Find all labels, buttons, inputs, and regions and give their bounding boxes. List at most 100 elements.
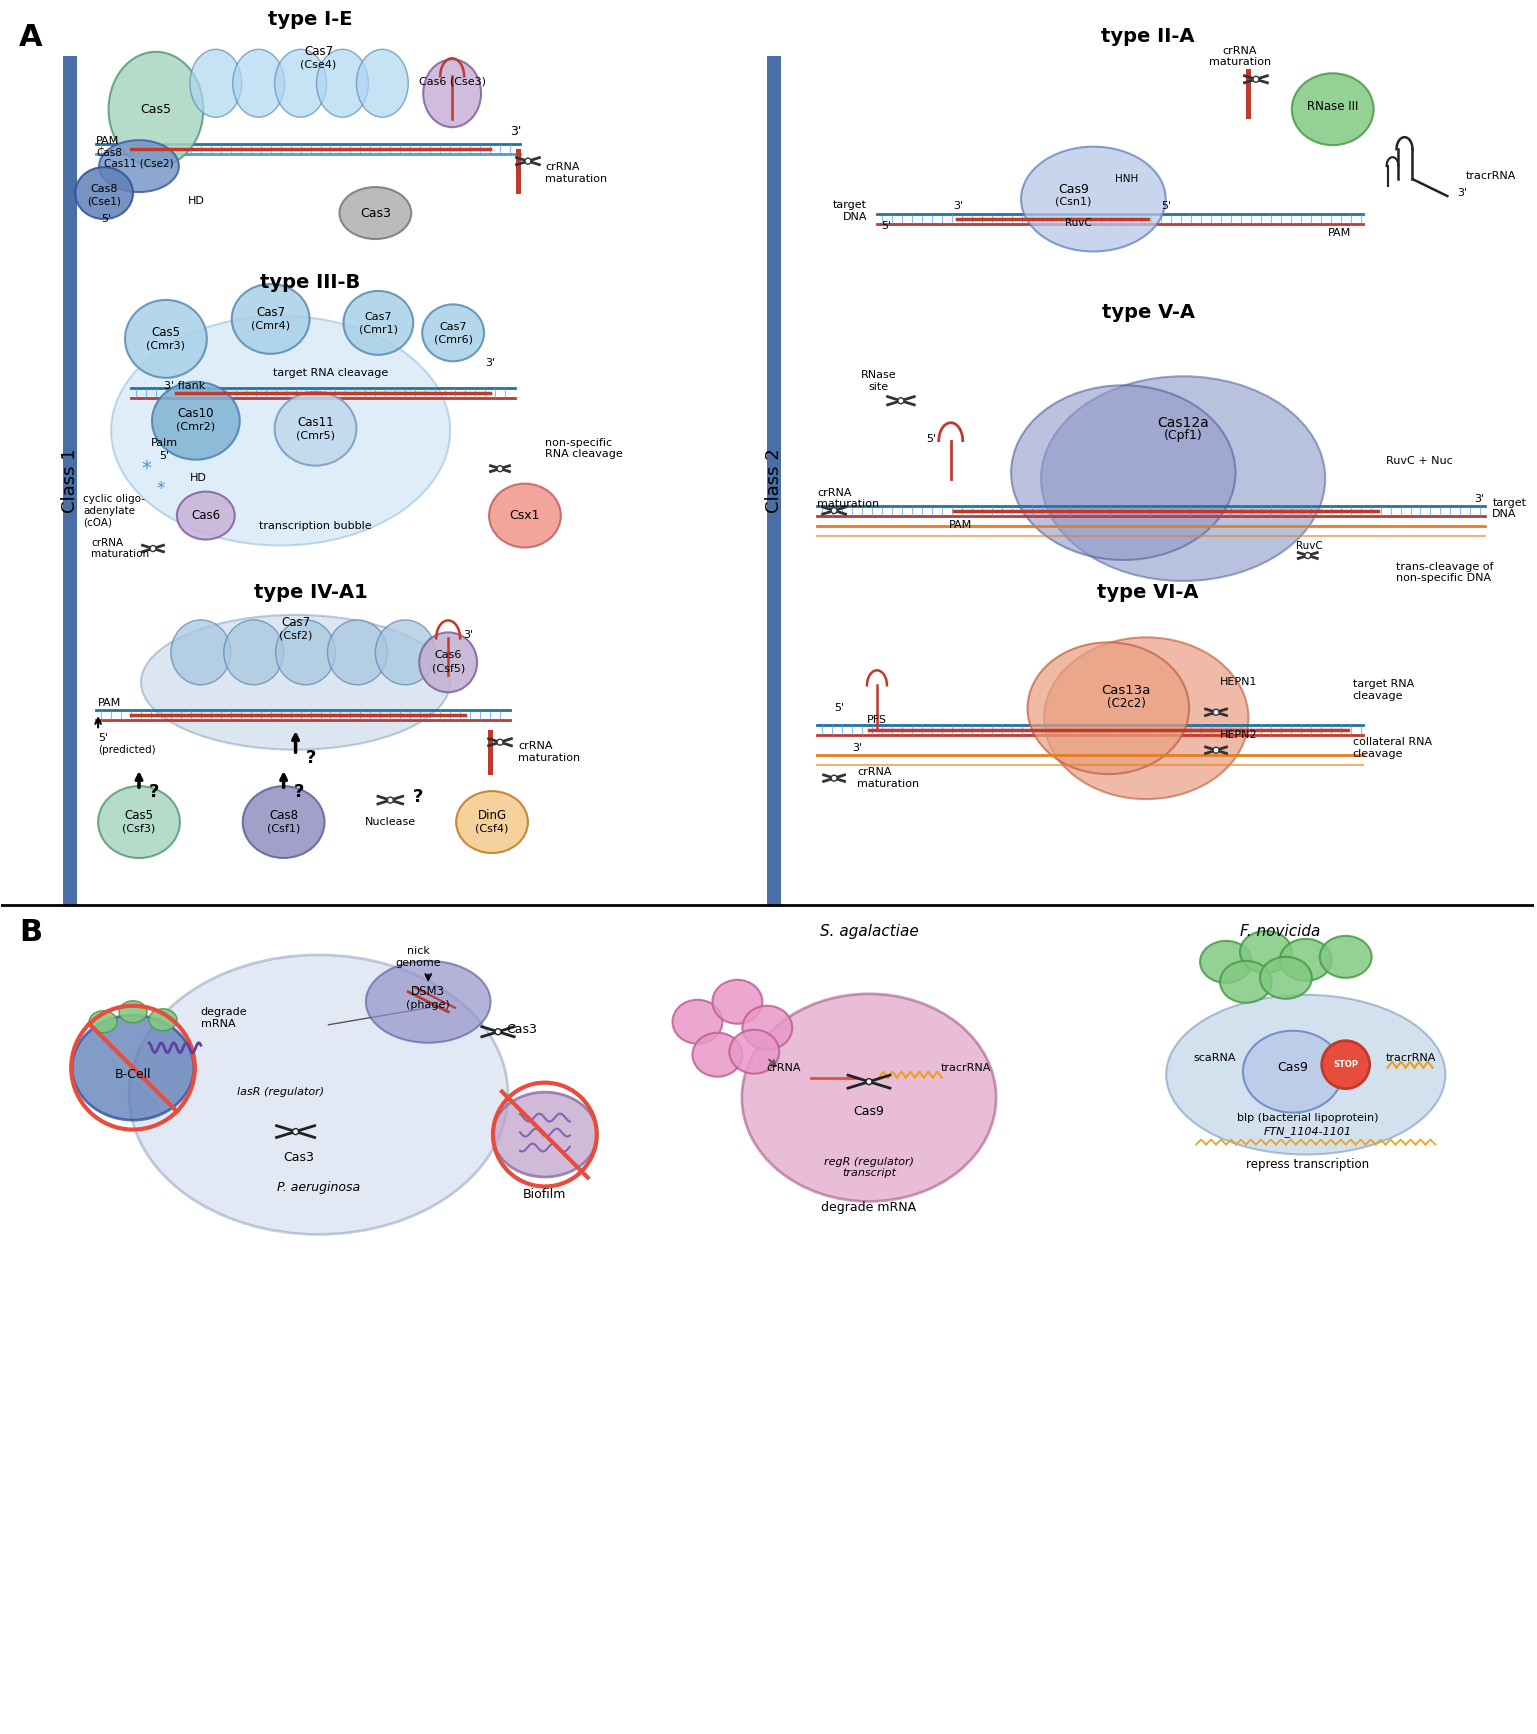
- Text: Cas7: Cas7: [364, 312, 392, 323]
- Ellipse shape: [420, 633, 476, 692]
- Text: RuvC: RuvC: [1296, 541, 1323, 550]
- Text: (Csf5): (Csf5): [432, 664, 464, 673]
- Ellipse shape: [89, 1011, 117, 1033]
- Ellipse shape: [118, 1001, 148, 1023]
- Text: blp (bacterial lipoprotein): blp (bacterial lipoprotein): [1237, 1113, 1379, 1122]
- Text: RuvC + Nuc: RuvC + Nuc: [1385, 456, 1452, 466]
- Text: (Cmr5): (Cmr5): [297, 430, 335, 440]
- Circle shape: [898, 397, 904, 404]
- Text: Cas8: Cas8: [269, 808, 298, 822]
- Ellipse shape: [72, 1016, 194, 1120]
- Ellipse shape: [232, 284, 309, 354]
- Text: Cas6: Cas6: [435, 650, 461, 661]
- Text: collateral RNA
cleavage: collateral RNA cleavage: [1353, 737, 1432, 759]
- Ellipse shape: [1044, 638, 1248, 799]
- Text: (predicted): (predicted): [98, 746, 155, 756]
- Ellipse shape: [243, 786, 324, 858]
- Text: HD: HD: [189, 473, 206, 482]
- Text: RuvC: RuvC: [1065, 218, 1091, 229]
- Ellipse shape: [149, 1009, 177, 1030]
- Ellipse shape: [98, 140, 178, 192]
- Bar: [767, 55, 781, 905]
- Text: Cas5: Cas5: [140, 102, 172, 116]
- Ellipse shape: [129, 955, 509, 1235]
- Text: (Csf1): (Csf1): [267, 824, 300, 832]
- Text: RNase
site: RNase site: [861, 369, 896, 392]
- Text: trans-cleavage of
non-specific DNA: trans-cleavage of non-specific DNA: [1396, 562, 1492, 583]
- Text: Cas3: Cas3: [283, 1151, 314, 1164]
- Text: (Csf3): (Csf3): [123, 824, 155, 832]
- Text: F. novicida: F. novicida: [1240, 924, 1320, 940]
- Text: tracrRNA: tracrRNA: [1465, 172, 1515, 180]
- Text: (Cpf1): (Cpf1): [1164, 430, 1202, 442]
- Ellipse shape: [742, 1006, 792, 1049]
- Text: S. agalactiae: S. agalactiae: [819, 924, 919, 940]
- Ellipse shape: [327, 619, 387, 685]
- Text: target RNA
cleavage: target RNA cleavage: [1353, 680, 1414, 701]
- Ellipse shape: [1011, 385, 1236, 560]
- Bar: [1247, 69, 1251, 120]
- Text: Cas7: Cas7: [281, 616, 310, 629]
- Text: (phage): (phage): [406, 1001, 450, 1009]
- Text: Cas9: Cas9: [853, 1105, 884, 1118]
- Text: HEPN1: HEPN1: [1220, 678, 1257, 687]
- Ellipse shape: [191, 49, 241, 118]
- Text: 5': 5': [1160, 201, 1171, 212]
- Text: Cas7: Cas7: [304, 45, 334, 57]
- Text: PAM: PAM: [1328, 227, 1351, 238]
- Text: cyclic oligo-
adenylate
(cOA): cyclic oligo- adenylate (cOA): [83, 494, 144, 527]
- Ellipse shape: [713, 980, 762, 1023]
- Text: type IV-A1: type IV-A1: [254, 583, 367, 602]
- Ellipse shape: [152, 381, 240, 460]
- Circle shape: [832, 775, 838, 780]
- Text: 3': 3': [953, 201, 964, 212]
- Text: tracrRNA: tracrRNA: [941, 1063, 991, 1073]
- Text: Palm: Palm: [151, 437, 178, 447]
- Text: 3': 3': [851, 744, 862, 753]
- Text: crRNA
maturation: crRNA maturation: [91, 538, 149, 560]
- Text: B-Cell: B-Cell: [115, 1068, 151, 1082]
- Circle shape: [832, 508, 838, 513]
- Text: Cas6 (Cse3): Cas6 (Cse3): [418, 76, 486, 87]
- Text: PAM: PAM: [97, 137, 120, 146]
- Text: target RNA cleavage: target RNA cleavage: [274, 368, 389, 378]
- Text: 5': 5': [101, 213, 111, 224]
- Text: Cas8: Cas8: [97, 147, 121, 158]
- Text: PFS: PFS: [867, 714, 887, 725]
- Text: FTN_1104-1101: FTN_1104-1101: [1263, 1125, 1353, 1138]
- Text: HEPN2: HEPN2: [1220, 730, 1257, 740]
- Circle shape: [1253, 76, 1259, 81]
- Text: Cas6: Cas6: [191, 510, 220, 522]
- Text: Cas11 (Cse2): Cas11 (Cse2): [105, 158, 174, 168]
- Text: (Cmr4): (Cmr4): [251, 321, 290, 331]
- Text: target
DNA: target DNA: [1492, 498, 1526, 520]
- Text: B: B: [20, 917, 43, 947]
- Text: 5': 5': [881, 220, 891, 231]
- Text: (Csf2): (Csf2): [278, 631, 312, 640]
- Circle shape: [496, 739, 503, 746]
- Text: crRNA
maturation: crRNA maturation: [818, 487, 879, 510]
- Text: *: *: [141, 460, 151, 479]
- Text: 5': 5': [98, 733, 108, 744]
- Ellipse shape: [275, 392, 357, 466]
- Circle shape: [387, 798, 393, 803]
- Ellipse shape: [492, 1092, 598, 1177]
- Ellipse shape: [343, 291, 413, 355]
- Ellipse shape: [1243, 1030, 1343, 1113]
- Ellipse shape: [1260, 957, 1311, 999]
- Text: HNH: HNH: [1114, 173, 1137, 184]
- Ellipse shape: [1240, 931, 1291, 973]
- Text: A: A: [20, 23, 43, 52]
- Ellipse shape: [111, 316, 450, 546]
- Text: crRNA: crRNA: [767, 1063, 801, 1073]
- Text: PAM: PAM: [950, 520, 973, 529]
- Text: type VI-A: type VI-A: [1097, 583, 1199, 602]
- Text: ?: ?: [413, 789, 423, 806]
- Text: nick
genome: nick genome: [395, 947, 441, 968]
- Text: Class 2: Class 2: [765, 449, 784, 513]
- Ellipse shape: [456, 791, 527, 853]
- Ellipse shape: [423, 305, 484, 361]
- Text: Class 1: Class 1: [61, 449, 80, 513]
- Ellipse shape: [1291, 73, 1374, 146]
- Text: degrade
mRNA: degrade mRNA: [201, 1007, 247, 1028]
